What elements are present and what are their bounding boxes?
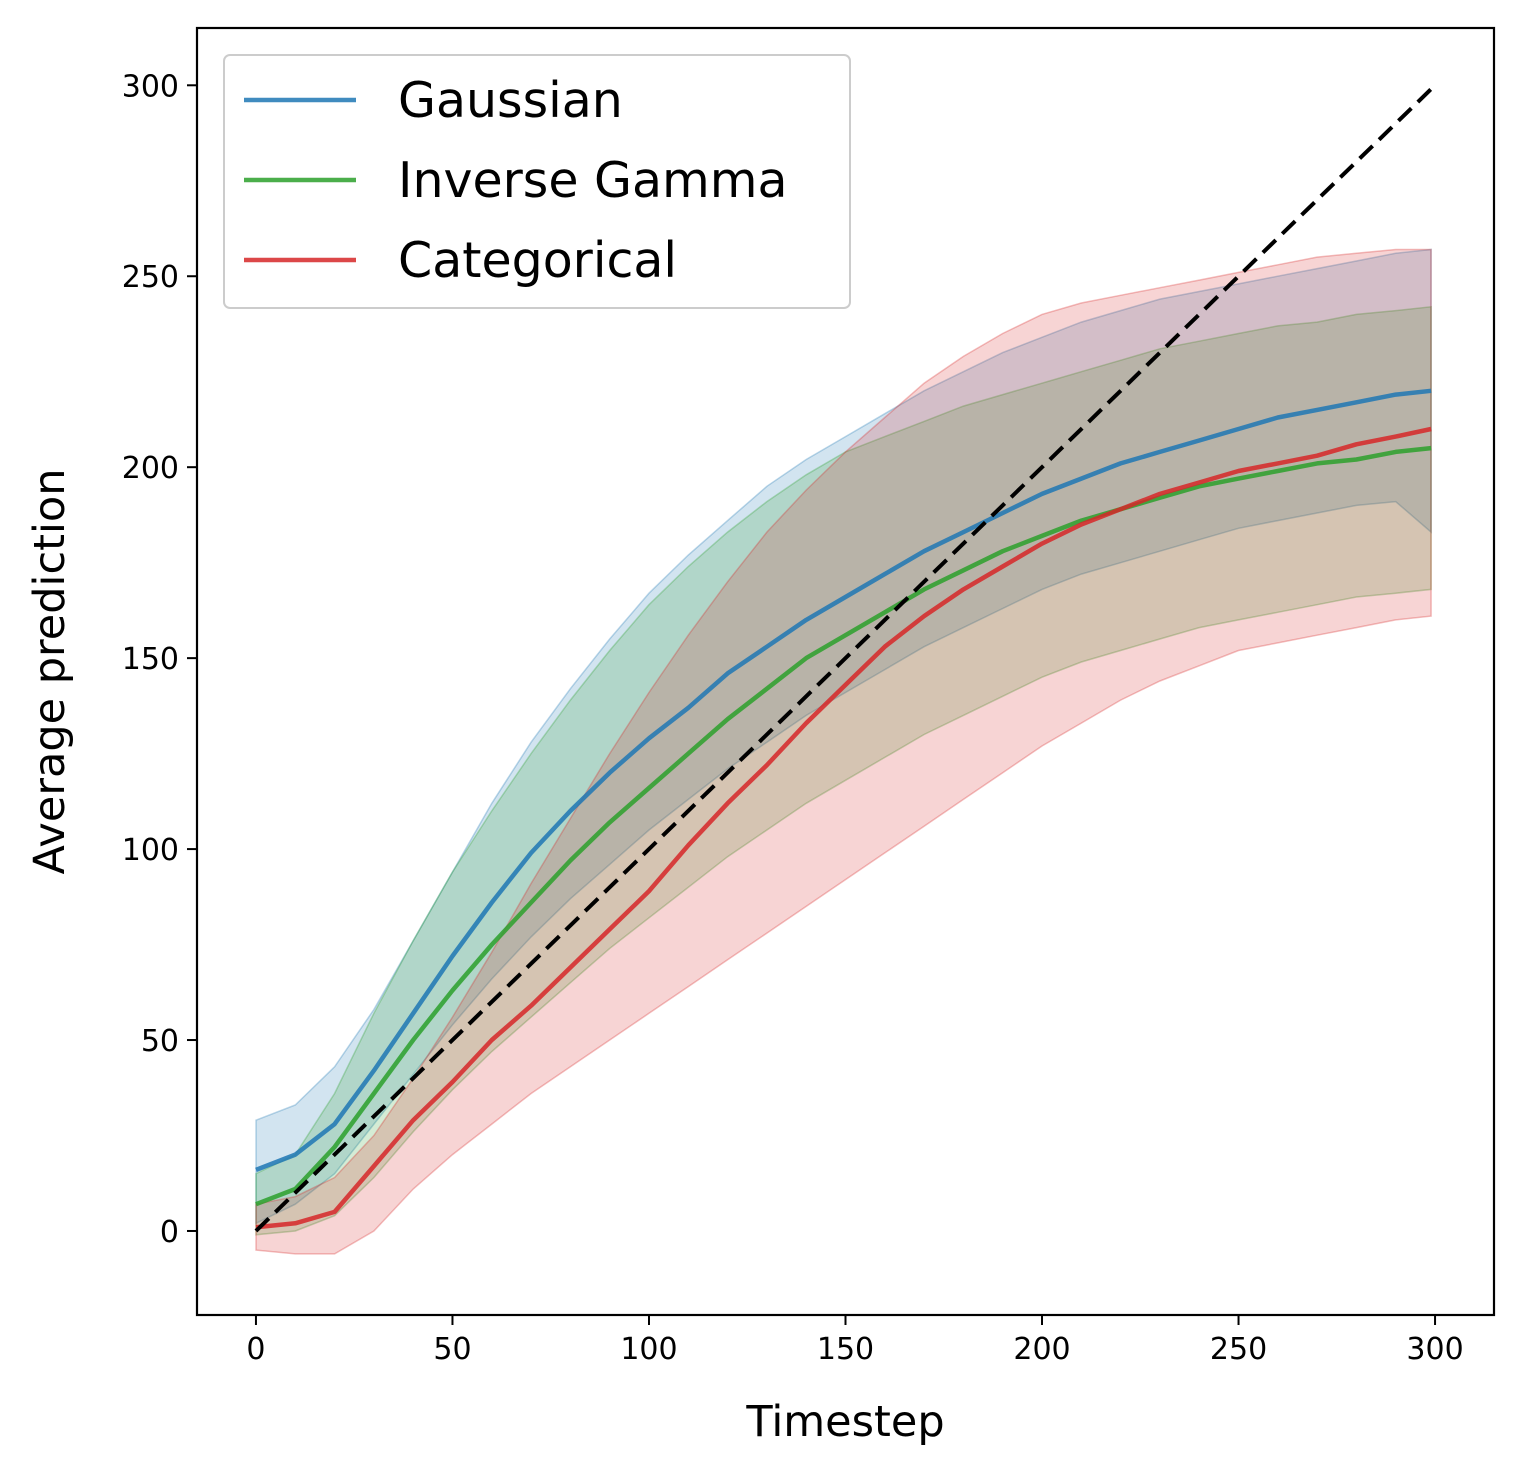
y-axis-label: Average prediction [25, 469, 75, 875]
reference-line [254, 87, 1433, 1233]
y-tick-label: 150 [122, 642, 179, 677]
legend-label-inverse-gamma: Inverse Gamma [398, 152, 788, 209]
x-axis-label: Timestep [745, 1397, 944, 1447]
line-inverse-gamma [255, 445, 1432, 1207]
legend: Gaussian Inverse Gamma Categorical [223, 54, 851, 309]
x-tick-label: 100 [620, 1332, 677, 1367]
y-axis-ticks: 0 50 100 150 200 250 300 [122, 69, 197, 1250]
reference-line-group [254, 87, 1433, 1233]
y-tick-label: 300 [122, 69, 179, 104]
line-gaussian [255, 388, 1432, 1172]
legend-label-gaussian: Gaussian [398, 72, 623, 129]
y-tick-label: 50 [141, 1024, 179, 1059]
x-tick-label: 200 [1013, 1332, 1070, 1367]
band-gaussian [255, 248, 1432, 1225]
y-tick-label: 250 [122, 260, 179, 295]
band-inverse-gamma [255, 305, 1432, 1236]
x-tick-label: 150 [817, 1332, 874, 1367]
x-tick-label: 50 [433, 1332, 471, 1367]
x-tick-label: 250 [1210, 1332, 1267, 1367]
x-tick-label: 300 [1406, 1332, 1463, 1367]
y-tick-label: 100 [122, 833, 179, 868]
legend-box [223, 54, 851, 309]
x-tick-label: 0 [246, 1332, 265, 1367]
line-categorical [255, 426, 1432, 1230]
series-lines [255, 388, 1432, 1230]
legend-label-categorical: Categorical [398, 232, 677, 289]
y-tick-label: 0 [160, 1215, 179, 1250]
x-axis-ticks: 0 50 100 150 200 250 300 [246, 1315, 1464, 1367]
y-tick-label: 200 [122, 451, 179, 486]
